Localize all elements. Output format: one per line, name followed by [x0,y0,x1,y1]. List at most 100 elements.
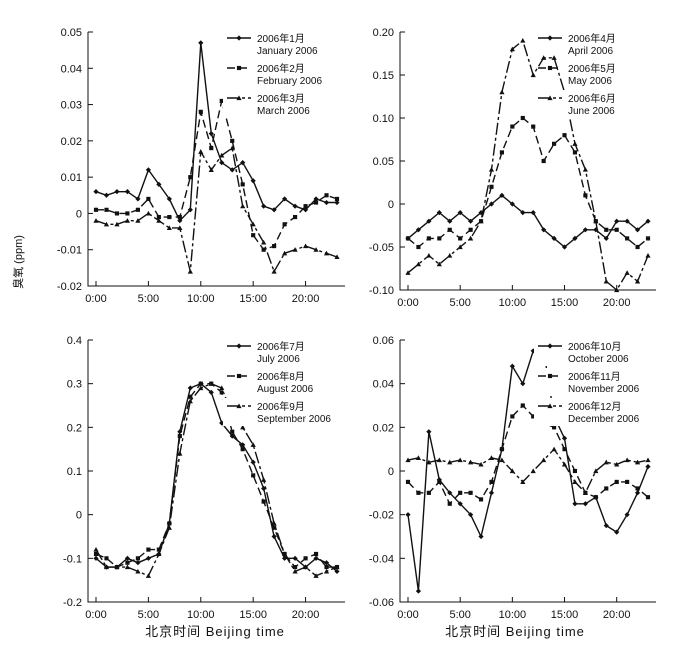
data-point [426,429,432,435]
data-point [292,247,298,252]
data-point [624,512,630,518]
data-point [125,560,130,565]
data-point [302,564,309,570]
data-point [261,477,267,482]
data-point [572,501,578,507]
data-point [334,568,340,575]
legend-label: March 2006 [257,106,310,117]
data-point [313,573,319,578]
data-point [405,479,411,484]
legend-bg [223,398,343,426]
data-point [405,236,411,241]
data-point [188,394,193,399]
y-tick-label: 0.02 [373,422,394,434]
data-point [93,189,99,195]
data-point [229,145,235,151]
data-point [324,564,329,570]
data-point [261,247,266,252]
data-point [499,447,504,452]
data-point [261,203,267,209]
data-point [603,278,609,284]
data-point [436,261,442,267]
x-tick-label: 0:00 [397,297,418,309]
data-point [208,131,214,137]
legend-marker [547,95,553,101]
y-tick-label: -0.02 [369,510,394,522]
data-point [188,175,193,180]
x-tick-label: 20:00 [292,609,320,621]
data-point [509,46,515,52]
series-1 [93,40,340,224]
data-point [478,533,484,540]
data-point [302,207,309,213]
chart-panel-1: 0.05 0.04 0.03 0.02 0.01 0 -0.01 -0.020:00 5:00 1… [57,27,345,305]
data-point [313,551,319,557]
data-point [614,287,620,293]
legend-label: 2006年4月 [568,32,616,45]
data-point [135,196,141,202]
legend-marker [547,65,553,71]
data-point [146,196,151,201]
data-point [415,455,422,460]
data-point [530,468,536,474]
data-point [93,547,99,552]
data-point [250,178,256,184]
data-point [124,555,131,561]
data-point [93,207,99,212]
legend-label: 2006年12月 [568,400,621,413]
series-line [407,194,649,248]
data-point [582,167,588,172]
data-point [572,479,578,484]
data-point [405,457,411,463]
data-point [603,522,609,529]
data-point [177,225,183,231]
data-point [541,158,546,164]
data-point [625,479,630,484]
data-point [103,564,110,570]
data-point [167,214,172,220]
data-point [520,38,526,43]
data-point [156,181,162,187]
data-point [645,218,651,224]
data-point [499,150,504,155]
data-point [209,146,214,151]
data-point [334,196,340,201]
data-point [426,253,432,258]
data-point [240,160,246,166]
series-3 [405,38,651,293]
data-point [583,193,588,198]
data-point [468,235,474,241]
data-point [603,459,609,465]
data-point [645,464,651,470]
legend-label: 2006年7月 [257,340,305,353]
legend-label: June 2006 [568,106,615,117]
data-point [468,512,474,518]
legend-label: 2006年9月 [257,400,305,413]
data-point [292,568,298,574]
x-tick-label: 5:00 [449,297,470,309]
data-point [468,490,473,495]
data-point [593,468,599,474]
y-tick-label: 0.05 [61,27,82,39]
series-line [95,146,338,274]
legend-bg [534,60,654,88]
data-point [520,210,526,216]
y-tick-label: -0.04 [369,553,394,565]
data-point [125,211,130,216]
data-point [551,446,557,452]
data-point [426,236,431,241]
data-point [271,533,277,540]
series-line [407,404,649,506]
data-point [415,588,422,594]
x-tick-label: 10:00 [499,297,527,309]
series-line [96,100,338,251]
data-point [478,497,484,502]
data-point [520,115,525,121]
